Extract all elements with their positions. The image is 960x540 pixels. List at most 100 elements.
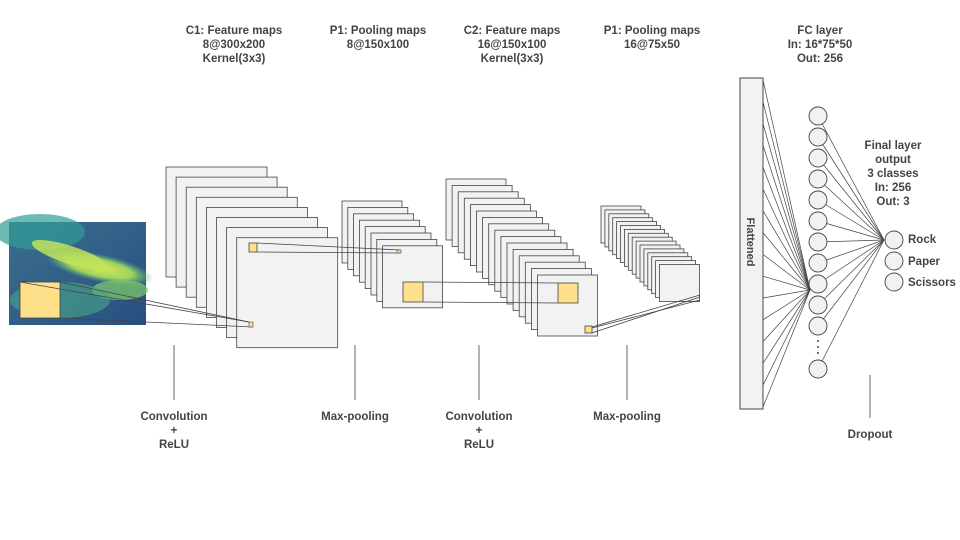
fc-to-output-line bbox=[817, 239, 885, 370]
c1-kernel-patch bbox=[248, 242, 258, 253]
op1-line3: ReLU bbox=[159, 439, 189, 451]
fc-to-output-line bbox=[817, 239, 885, 306]
fc-neuron bbox=[808, 316, 828, 336]
op3-line1: Convolution bbox=[445, 411, 512, 423]
c2-kernel: Kernel(3x3) bbox=[481, 53, 544, 65]
final-layer-l2: output bbox=[875, 154, 911, 166]
class-label-scissors: Scissors bbox=[908, 277, 956, 289]
fc-to-output-line bbox=[817, 136, 885, 241]
fc-neurons bbox=[808, 106, 828, 379]
p2-pooling-map-stack bbox=[600, 205, 700, 302]
flattened-label: Flattened bbox=[744, 218, 756, 267]
class-labels: Rock Paper Scissors bbox=[908, 234, 956, 289]
final-layer-labels: Final layer output 3 classes In: 256 Out… bbox=[865, 140, 922, 208]
fan-line bbox=[762, 289, 811, 342]
final-layer-l3: 3 classes bbox=[867, 168, 918, 180]
c2-size: 16@150x100 bbox=[478, 39, 547, 51]
c1-feature-map-stack bbox=[165, 166, 339, 349]
fc-neuron bbox=[808, 190, 828, 210]
fc-to-output-line bbox=[817, 199, 885, 241]
fc-to-output-line bbox=[817, 239, 885, 264]
fc-to-output-line bbox=[817, 157, 885, 241]
c2-title: C2: Feature maps bbox=[464, 25, 561, 37]
fan-line bbox=[762, 232, 811, 291]
p1-kernel-patch bbox=[402, 281, 424, 303]
fan-line bbox=[762, 101, 811, 291]
c2-feature-map-stack bbox=[445, 178, 598, 337]
fc-to-output-line bbox=[817, 239, 885, 327]
fan-line bbox=[762, 254, 811, 291]
fc-to-output-line bbox=[817, 220, 885, 241]
class-label-paper: Paper bbox=[908, 256, 940, 268]
operation-ticks bbox=[173, 345, 871, 418]
fc-to-output-line bbox=[817, 239, 885, 285]
p2-pooling-map bbox=[659, 264, 700, 302]
op2-line1: Max-pooling bbox=[321, 411, 389, 423]
c2-output-patch bbox=[557, 282, 579, 304]
c1-output-cell bbox=[248, 321, 254, 328]
p2-size: 16@75x50 bbox=[624, 39, 680, 51]
input-kernel-patch bbox=[19, 281, 61, 319]
fc-neuron bbox=[808, 359, 828, 379]
fc-to-output-line bbox=[817, 239, 885, 243]
fan-line bbox=[762, 188, 811, 291]
flattened-layer: Flattened bbox=[739, 77, 764, 410]
fan-line bbox=[762, 123, 811, 291]
final-layer-l1: Final layer bbox=[865, 140, 922, 152]
fan-line bbox=[762, 79, 811, 291]
fc-neuron bbox=[808, 295, 828, 315]
fc-neuron bbox=[808, 169, 828, 189]
fc-neuron bbox=[808, 211, 828, 231]
fc-neuron bbox=[808, 274, 828, 294]
fan-line bbox=[762, 275, 811, 291]
fc-to-output-line bbox=[817, 115, 885, 241]
final-layer-l5: Out: 3 bbox=[876, 196, 909, 208]
op3-line2: + bbox=[476, 425, 483, 437]
p1-pooling-map-stack bbox=[341, 200, 444, 309]
p1-size: 8@150x100 bbox=[347, 39, 409, 51]
fan-line bbox=[762, 167, 811, 291]
op4-line1: Max-pooling bbox=[593, 411, 661, 423]
c1-feature-map bbox=[236, 237, 339, 349]
output-neurons bbox=[884, 230, 904, 292]
fc-neuron bbox=[808, 232, 828, 252]
fan-line bbox=[762, 289, 811, 408]
fc-neuron bbox=[808, 253, 828, 273]
c2-pool-patch bbox=[584, 325, 593, 334]
c1-kernel: Kernel(3x3) bbox=[203, 53, 266, 65]
c1-size: 8@300x200 bbox=[203, 39, 265, 51]
op3-line3: ReLU bbox=[464, 439, 494, 451]
p2-title: P1: Pooling maps bbox=[604, 25, 701, 37]
output-neuron bbox=[884, 272, 904, 292]
fc-fan-lines bbox=[762, 79, 885, 408]
output-neuron bbox=[884, 230, 904, 250]
p1-output-cell bbox=[396, 249, 402, 254]
fan-line bbox=[762, 210, 811, 291]
op1-line2: + bbox=[171, 425, 178, 437]
connection-lines bbox=[19, 242, 701, 334]
fc-input: In: 16*75*50 bbox=[788, 39, 853, 51]
fc-neuron bbox=[808, 127, 828, 147]
class-label-rock: Rock bbox=[908, 234, 937, 246]
fc-to-output-line bbox=[817, 178, 885, 241]
fan-line bbox=[762, 289, 811, 299]
fan-line bbox=[762, 289, 811, 321]
fan-line bbox=[762, 145, 811, 291]
fc-output: Out: 256 bbox=[797, 53, 843, 65]
fan-line bbox=[762, 289, 811, 386]
stage-labels: C1: Feature maps 8@300x200 Kernel(3x3) P… bbox=[186, 25, 853, 65]
ellipsis-dots bbox=[817, 340, 819, 354]
operation-labels: Convolution + ReLU Max-pooling Convoluti… bbox=[140, 411, 892, 451]
fc-title: FC layer bbox=[797, 25, 843, 37]
op1-line1: Convolution bbox=[140, 411, 207, 423]
final-layer-l4: In: 256 bbox=[875, 182, 911, 194]
fc-neuron bbox=[808, 106, 828, 126]
fan-line bbox=[762, 289, 811, 364]
output-neuron bbox=[884, 251, 904, 271]
p1-title: P1: Pooling maps bbox=[330, 25, 427, 37]
input-image bbox=[0, 214, 154, 325]
op5-line1: Dropout bbox=[848, 429, 893, 441]
fc-neuron bbox=[808, 148, 828, 168]
